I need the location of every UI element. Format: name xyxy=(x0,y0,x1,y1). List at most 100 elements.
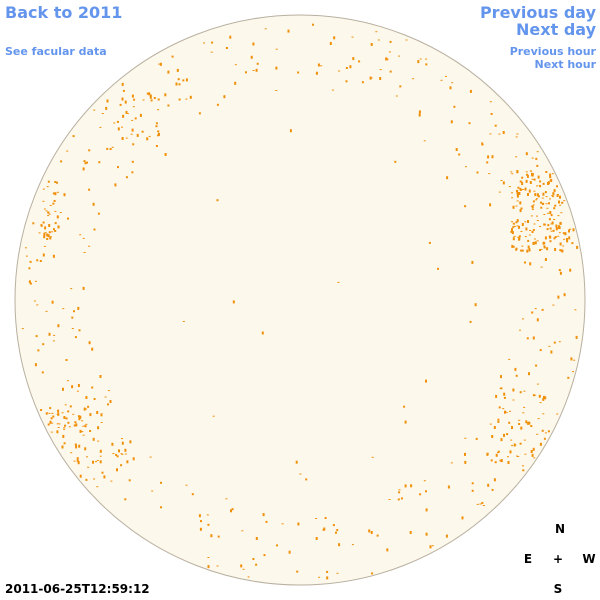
facula xyxy=(189,95,192,99)
facula xyxy=(523,390,526,392)
facula xyxy=(125,137,128,139)
facula xyxy=(469,89,472,93)
facula xyxy=(523,439,526,441)
facula xyxy=(520,249,523,252)
facula xyxy=(69,405,72,408)
facula xyxy=(542,182,545,185)
facula xyxy=(515,248,518,251)
facula xyxy=(92,460,94,464)
facula xyxy=(518,419,521,421)
facula xyxy=(110,480,113,482)
facula xyxy=(539,249,541,252)
facula xyxy=(160,481,162,484)
facula xyxy=(216,199,219,202)
facula xyxy=(495,453,498,457)
facula xyxy=(559,271,562,275)
facula xyxy=(568,229,570,233)
facula xyxy=(553,341,556,344)
facula xyxy=(388,499,391,500)
facula xyxy=(64,424,66,427)
facula xyxy=(369,76,372,80)
facula xyxy=(532,204,535,206)
facula xyxy=(558,341,561,343)
facula xyxy=(44,226,47,230)
facula xyxy=(93,478,96,480)
facula xyxy=(564,232,567,236)
facula xyxy=(149,95,152,99)
facular-link[interactable]: See facular data xyxy=(5,45,107,58)
facula xyxy=(531,208,534,210)
facula xyxy=(543,246,546,249)
facula xyxy=(142,99,145,101)
facula xyxy=(77,461,80,465)
facula xyxy=(124,448,127,452)
facula xyxy=(431,545,434,547)
facula xyxy=(53,334,56,336)
facula xyxy=(509,410,511,412)
next-day-link[interactable]: Next day xyxy=(516,20,596,39)
facula xyxy=(329,42,332,45)
facula xyxy=(507,456,509,458)
facula xyxy=(85,408,88,410)
facula xyxy=(550,230,553,232)
facula xyxy=(44,232,47,234)
facula xyxy=(40,409,43,411)
facula xyxy=(519,189,522,191)
facula xyxy=(315,518,318,519)
facula xyxy=(49,420,52,424)
facula xyxy=(275,48,278,50)
facula xyxy=(351,36,354,38)
facula xyxy=(198,112,201,115)
next-hour-link[interactable]: Next hour xyxy=(534,58,597,71)
facula xyxy=(539,226,542,227)
facula xyxy=(242,568,245,570)
back-link[interactable]: Back to 2011 xyxy=(5,3,123,22)
previous-day-link[interactable]: Previous day xyxy=(479,3,596,22)
facula xyxy=(117,127,120,131)
facula xyxy=(217,535,220,538)
facula xyxy=(549,227,552,230)
facula xyxy=(47,180,50,183)
facula xyxy=(497,418,500,421)
facula xyxy=(158,132,160,136)
facula xyxy=(160,506,162,509)
facula xyxy=(528,189,531,193)
facula xyxy=(519,391,522,394)
facula xyxy=(513,443,516,447)
facula xyxy=(377,39,380,41)
facula xyxy=(536,318,539,322)
facula xyxy=(521,245,524,247)
facula xyxy=(93,398,96,400)
facula xyxy=(231,508,234,511)
previous-hour-link[interactable]: Previous hour xyxy=(509,45,596,58)
facula xyxy=(56,191,59,193)
facula xyxy=(157,109,160,111)
facula xyxy=(54,181,57,183)
facula xyxy=(320,65,323,67)
facula xyxy=(522,318,524,320)
facula xyxy=(71,385,74,389)
facula xyxy=(502,131,505,134)
facula xyxy=(423,480,426,482)
facula xyxy=(425,63,428,66)
facula xyxy=(57,427,60,428)
facula xyxy=(43,208,46,210)
facula xyxy=(531,311,534,314)
facula xyxy=(559,249,562,252)
facula xyxy=(171,55,174,58)
facula xyxy=(536,164,539,167)
facula xyxy=(464,437,467,439)
facula xyxy=(71,328,74,329)
facula xyxy=(510,171,513,173)
facula xyxy=(58,423,61,425)
facula xyxy=(86,456,88,458)
facula xyxy=(386,58,389,61)
facula xyxy=(536,151,539,153)
facula xyxy=(481,502,484,504)
facula xyxy=(536,383,539,385)
facula xyxy=(146,137,149,141)
facula xyxy=(178,83,181,86)
facula xyxy=(517,186,520,189)
facula xyxy=(516,133,519,135)
facula xyxy=(446,176,449,180)
